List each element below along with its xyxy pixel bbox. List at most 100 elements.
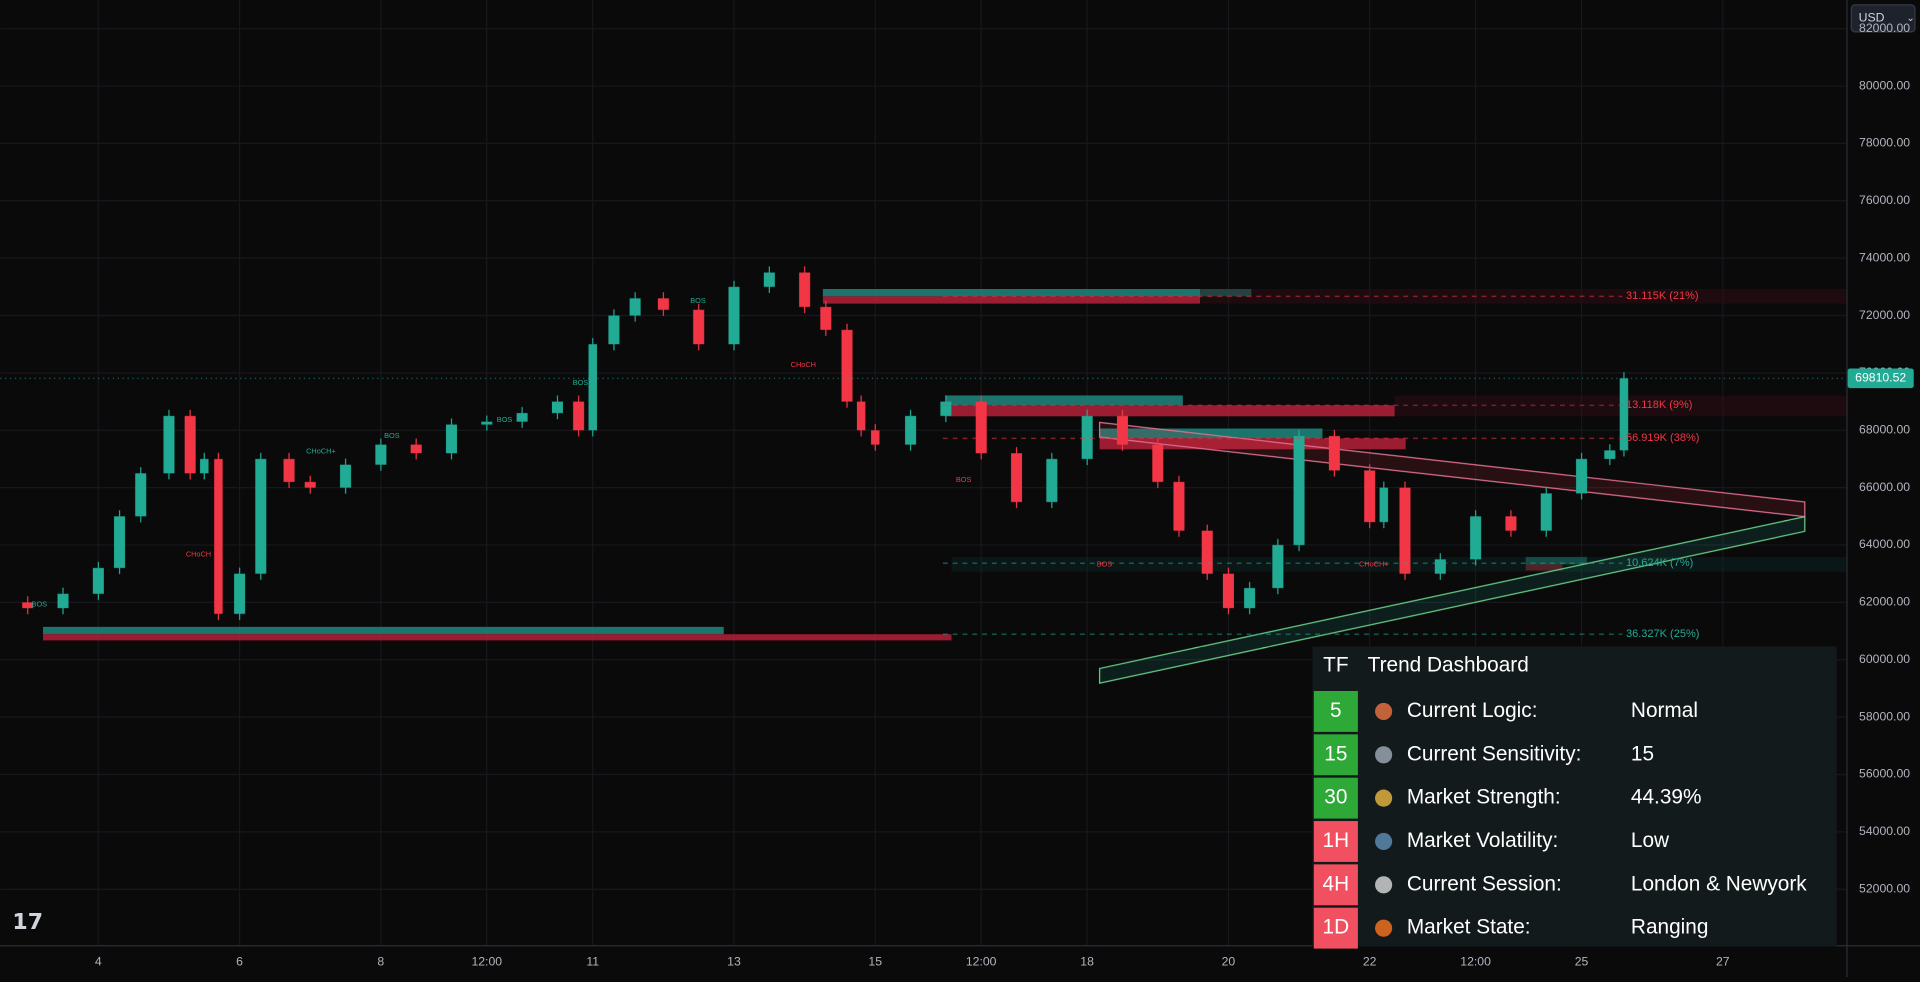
y-tick-label: 52000.00 bbox=[1859, 881, 1910, 895]
candle-body bbox=[1222, 573, 1234, 609]
zone bbox=[1099, 438, 1406, 450]
candle bbox=[871, 424, 880, 451]
candle-body bbox=[516, 413, 528, 422]
zone bbox=[42, 626, 724, 635]
row-icon bbox=[1375, 832, 1393, 851]
x-tick-label: 20 bbox=[1222, 955, 1236, 969]
x-tick-label: 27 bbox=[1716, 955, 1730, 969]
y-tick-label: 76000.00 bbox=[1859, 193, 1910, 207]
row-value: London & Newyork bbox=[1631, 872, 1807, 895]
tf-cell bbox=[1313, 821, 1358, 862]
candle bbox=[255, 452, 267, 580]
candle-body bbox=[551, 401, 563, 414]
candle-body bbox=[841, 329, 853, 402]
candle-body bbox=[113, 516, 126, 568]
candle-body bbox=[163, 415, 175, 474]
candle-body bbox=[1046, 458, 1058, 502]
x-tick-label: 13 bbox=[727, 955, 741, 969]
x-tick-label: 8 bbox=[377, 955, 384, 969]
annotation: 13.118K (9%) bbox=[1626, 399, 1692, 411]
tf-cell bbox=[1313, 734, 1358, 776]
row-label: Market Strength: bbox=[1407, 786, 1561, 809]
candle bbox=[135, 467, 147, 523]
row-value: 44.39% bbox=[1631, 786, 1702, 809]
candle-body bbox=[22, 602, 34, 609]
candle bbox=[200, 452, 209, 480]
candle-body bbox=[1470, 516, 1482, 560]
zone bbox=[1099, 428, 1323, 439]
row-label: Market State: bbox=[1407, 916, 1531, 939]
candle-body bbox=[57, 593, 69, 609]
x-tick-label: 6 bbox=[236, 955, 243, 969]
currency-select[interactable] bbox=[1850, 4, 1916, 33]
candle bbox=[1293, 429, 1305, 552]
annotation: BOS bbox=[384, 431, 400, 440]
x-tick-label: 18 bbox=[1080, 955, 1094, 969]
candle-body bbox=[304, 481, 316, 488]
zone bbox=[822, 288, 1252, 297]
x-tick-label: 22 bbox=[1363, 955, 1377, 969]
candle bbox=[163, 409, 175, 480]
candle-body bbox=[1505, 516, 1517, 531]
zone bbox=[822, 296, 1200, 304]
row-icon bbox=[1375, 702, 1393, 721]
x-tick-label: 12:00 bbox=[966, 955, 997, 969]
candle bbox=[940, 395, 952, 423]
candle bbox=[1152, 438, 1164, 489]
candle bbox=[799, 266, 811, 314]
row-label: Current Session: bbox=[1407, 872, 1562, 895]
candle bbox=[1576, 452, 1588, 500]
candle bbox=[1328, 429, 1340, 477]
candle bbox=[1619, 372, 1629, 457]
candle bbox=[410, 438, 422, 460]
candle-body bbox=[481, 421, 493, 425]
candle bbox=[184, 409, 196, 480]
tf-cell bbox=[1313, 907, 1358, 949]
candle-body bbox=[1152, 444, 1164, 482]
row-value: Ranging bbox=[1631, 916, 1708, 939]
candle-body bbox=[799, 272, 811, 307]
candle bbox=[905, 409, 917, 451]
candle bbox=[445, 418, 457, 460]
candle bbox=[588, 338, 597, 437]
zone bbox=[42, 634, 952, 641]
annotation: BOS bbox=[1097, 559, 1113, 568]
annotation: BOS bbox=[573, 378, 589, 387]
candle-body bbox=[1399, 487, 1411, 574]
annotation: BOS bbox=[690, 296, 706, 305]
candle-body bbox=[608, 315, 620, 345]
candle bbox=[1399, 481, 1411, 580]
y-tick-label: 68000.00 bbox=[1859, 423, 1910, 437]
tf-cell bbox=[1313, 777, 1358, 819]
candle bbox=[573, 395, 585, 437]
candle-body bbox=[1173, 481, 1185, 531]
candle bbox=[1604, 444, 1616, 466]
candle-body bbox=[693, 309, 705, 345]
row-label: Current Logic: bbox=[1407, 699, 1538, 722]
annotation: CHoCH bbox=[791, 360, 816, 369]
candle bbox=[283, 452, 295, 489]
tf-cell bbox=[1313, 691, 1358, 732]
trendlines bbox=[1098, 421, 1806, 684]
candle-body bbox=[763, 272, 775, 287]
y-tick-label: 82000.00 bbox=[1859, 21, 1910, 35]
candle-body bbox=[1540, 493, 1552, 531]
candle bbox=[1505, 510, 1517, 537]
candle-body bbox=[135, 473, 147, 517]
x-tick-label: 4 bbox=[95, 955, 102, 969]
candle bbox=[1540, 487, 1552, 537]
y-tick-label: 74000.00 bbox=[1859, 250, 1910, 264]
candle-body bbox=[1364, 470, 1376, 523]
candle-body bbox=[1379, 487, 1389, 523]
candle bbox=[375, 438, 387, 471]
candle bbox=[1116, 409, 1128, 451]
candle-body bbox=[1201, 530, 1213, 574]
trend-channel bbox=[1098, 515, 1806, 684]
x-tick-label: 25 bbox=[1575, 955, 1589, 969]
tf-label: 1H bbox=[1323, 829, 1350, 852]
candle-body bbox=[820, 306, 832, 330]
x-tick-label: 12:00 bbox=[1460, 955, 1491, 969]
currency[interactable]: USD bbox=[1859, 11, 1885, 25]
